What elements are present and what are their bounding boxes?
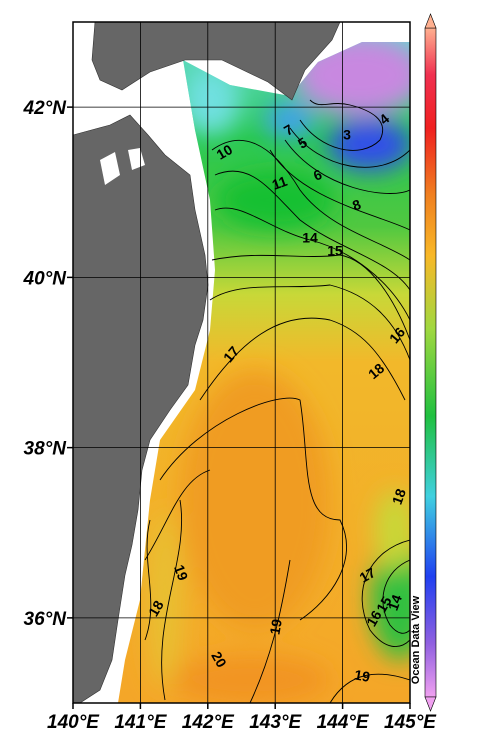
colorbar [424,13,437,712]
colorbar-ramp [424,27,437,698]
lon-tick-label: 145°E [384,712,437,733]
map-area: 3475610118141516171819181715141618192019… [67,21,422,709]
contour-label: 20 [208,649,230,671]
contour-label: 10 [214,141,236,163]
contour-label: 19 [171,563,191,583]
contour-label: 11 [270,173,290,193]
lon-tick-label: 144°E [317,712,370,733]
lon-tick-label: 142°E [182,712,235,733]
contour-label: 19 [353,666,371,684]
land-north [91,22,341,101]
contour-label: 3 [343,127,351,143]
colorbar-bottom-arrow [424,696,437,712]
contour-label: 18 [389,486,409,506]
contour-label: 14 [302,230,318,246]
lon-tick-label: 140°E [47,712,100,733]
map-frame [72,21,411,704]
lat-tick-label: 36°N [24,609,68,630]
colorbar-top-arrow [424,13,437,29]
lon-tick-label: 141°E [114,712,167,733]
lat-tick-label: 40°N [23,268,68,289]
contour-label: 16 [363,607,385,629]
watermark: Ocean Data View [410,595,422,684]
lat-tick-label: 42°N [23,98,68,119]
contour-label: 19 [266,618,284,636]
contour-label: 14 [385,592,405,612]
contour-label: 17 [357,564,379,586]
lon-tick-label: 143°E [249,712,302,733]
contour-label: 15 [373,593,395,615]
contour-label: 18 [145,597,167,619]
contours [144,99,410,703]
contour-label: 15 [327,243,343,259]
lat-tick-label: 38°N [24,439,68,460]
